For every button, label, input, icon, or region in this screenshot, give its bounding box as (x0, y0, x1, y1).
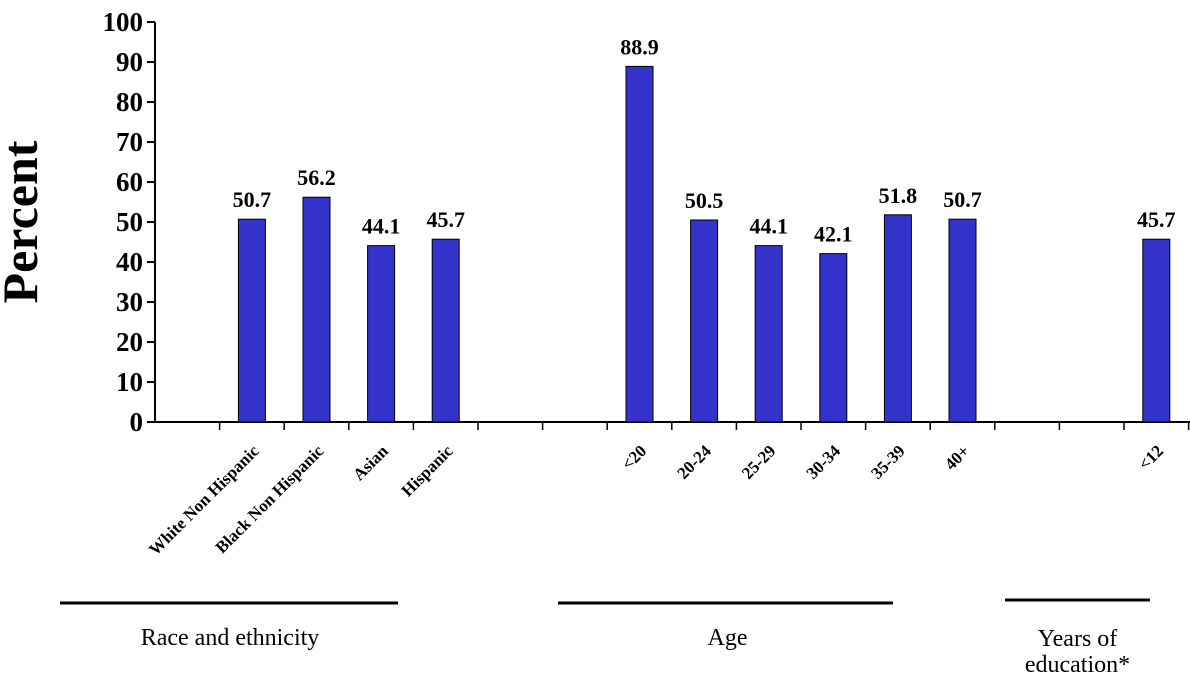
y-tick-label: 80 (116, 87, 143, 117)
category-label: Asian (349, 441, 392, 484)
bar (754, 245, 783, 423)
y-tick-label: 30 (116, 287, 143, 317)
category-label: Black Non Hispanic (212, 441, 328, 557)
y-tick-label: 10 (116, 367, 143, 397)
category-label: Hispanic (398, 441, 457, 500)
y-tick-label: 20 (116, 327, 143, 357)
bar (237, 218, 266, 423)
data-label: 42.1 (814, 222, 853, 247)
category-label: 20-24 (673, 441, 715, 483)
group-label-age: Age (707, 625, 748, 651)
group-label-race-ethnicity: Race and ethnicity (140, 625, 320, 651)
data-label: 44.1 (749, 214, 788, 239)
y-tick-label: 60 (116, 167, 143, 197)
group-label-years-of-education: Years of education* (1024, 626, 1131, 678)
y-tick-label: 0 (130, 407, 144, 437)
bar (883, 214, 912, 423)
category-label: White Non Hispanic (145, 441, 263, 559)
bar (690, 219, 719, 423)
y-tick-label: 50 (116, 207, 143, 237)
bar (625, 65, 654, 423)
data-label: 50.7 (233, 187, 272, 212)
category-label: 30-34 (803, 441, 845, 483)
data-label: 51.8 (879, 183, 918, 208)
bar (948, 218, 977, 423)
data-label: 50.5 (685, 188, 724, 213)
category-label: <20 (618, 441, 650, 473)
data-label: 45.7 (1137, 207, 1176, 232)
y-tick-label: 100 (103, 7, 144, 37)
bar (302, 196, 331, 423)
data-label: 44.1 (362, 214, 401, 239)
bar (1142, 238, 1171, 423)
y-tick-label: 70 (116, 127, 143, 157)
bar (367, 245, 396, 423)
category-label: 35-39 (867, 441, 908, 482)
bar (431, 238, 460, 423)
category-label: <12 (1135, 441, 1167, 473)
category-label: 40+ (941, 441, 973, 473)
y-tick-label: 40 (116, 247, 143, 277)
data-label: 56.2 (297, 165, 336, 190)
data-label: 45.7 (426, 207, 465, 232)
data-label: 50.7 (943, 187, 982, 212)
data-label: 88.9 (620, 34, 659, 59)
y-tick-label: 90 (116, 47, 143, 77)
bar (819, 253, 848, 423)
category-label: 25-29 (738, 441, 779, 482)
